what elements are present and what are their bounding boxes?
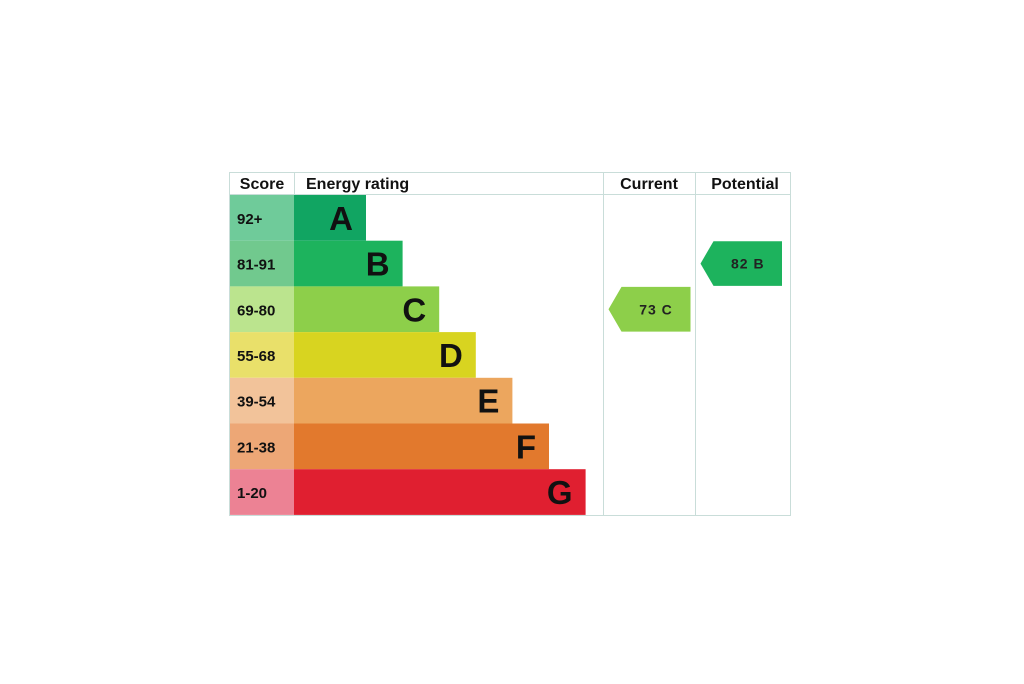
score-cell-a [230, 195, 294, 241]
energy-rating-header: Energy rating [306, 176, 409, 193]
rating-bar-c [294, 286, 440, 333]
rating-bands: 92+ A 81-91 B 69-80 C 55-68 D 39-54 E 21-38 F 1-20 G [230, 195, 586, 515]
score-cell-g [230, 469, 294, 515]
rating-bar-e [294, 377, 513, 424]
score-cell-e [230, 377, 294, 424]
potential-header: Potential [711, 176, 779, 193]
chart-frame [229, 172, 791, 516]
rating-bar-a [294, 195, 366, 241]
current-rating-marker [608, 286, 691, 332]
score-label-d: 55-68 [237, 348, 275, 365]
current-rating-label: 73 C [639, 301, 673, 317]
rating-letter-a: A [329, 200, 353, 237]
score-cell-b [230, 240, 294, 287]
score-label-b: 81-91 [237, 257, 275, 274]
score-header: Score [240, 176, 285, 193]
rating-bar-b [294, 240, 403, 287]
score-label-g: 1-20 [237, 485, 267, 502]
score-cell-d [230, 332, 294, 378]
score-label-a: 92+ [237, 211, 263, 228]
rating-letter-e: E [477, 383, 499, 420]
rating-bar-f [294, 423, 549, 470]
rating-bar-d [294, 332, 476, 378]
score-label-f: 21-38 [237, 439, 275, 456]
rating-markers: 73 C 82 B [608, 241, 782, 332]
rating-letter-d: D [439, 337, 463, 374]
score-label-e: 39-54 [237, 394, 276, 411]
potential-rating-marker [700, 241, 782, 286]
current-header: Current [620, 176, 678, 193]
rating-letter-f: F [516, 428, 536, 465]
rating-letter-c: C [402, 291, 426, 328]
rating-letter-b: B [366, 246, 390, 283]
rating-letter-g: G [547, 474, 573, 511]
potential-rating-label: 82 B [731, 256, 765, 272]
score-label-c: 69-80 [237, 302, 275, 319]
score-cell-f [230, 423, 294, 470]
rating-bar-g [294, 469, 586, 515]
score-cell-c [230, 286, 294, 333]
